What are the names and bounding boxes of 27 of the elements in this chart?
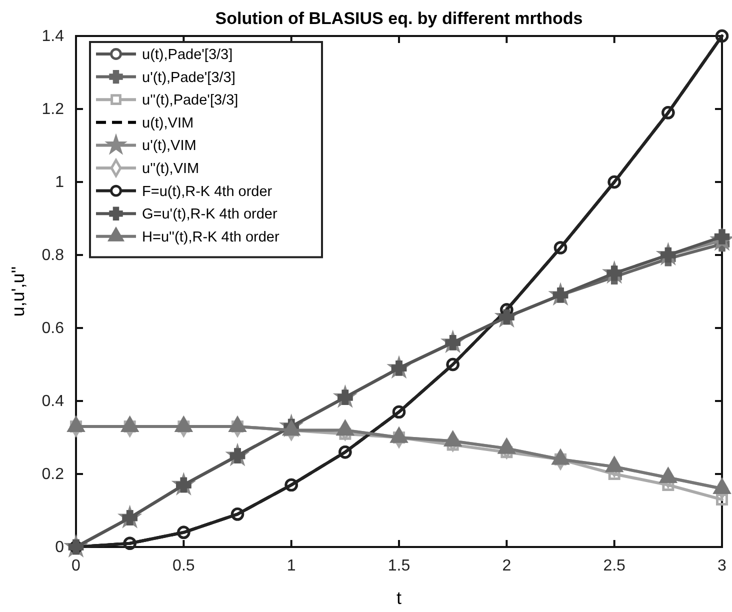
legend-label: u'(t),Pade'[3/3]: [142, 70, 236, 86]
y-tick-label: 1: [55, 174, 64, 192]
x-tick-label: 0: [72, 557, 81, 574]
x-tick-label: 1: [286, 557, 296, 574]
y-tick-label: 0.4: [42, 393, 64, 410]
x-tick-label: 1.5: [388, 557, 410, 574]
x-tick-label: 3: [718, 557, 727, 574]
y-tick-label: 0.2: [42, 466, 64, 484]
x-tick-label: 2.5: [603, 557, 626, 574]
y-tick-label: 0: [55, 539, 64, 556]
y-tick-label: 1.2: [42, 101, 64, 118]
x-tick-label: 2: [502, 557, 512, 574]
x-axis-title: t: [396, 588, 402, 608]
legend-label: u'(t),VIM: [142, 138, 196, 154]
chart-title: Solution of BLASIUS eq. by different mrthods: [215, 9, 583, 28]
legend-label: u''(t),VIM: [142, 161, 200, 177]
legend-label: u(t),Pade'[3/3]: [142, 47, 233, 63]
x-tick-label: 0.5: [172, 557, 195, 574]
y-axis-title: u,u',u'': [8, 266, 28, 317]
y-tick-label: 1.4: [42, 28, 64, 46]
legend-label: H=u''(t),R-K 4th order: [142, 229, 280, 246]
legend-label: u(t),VIM: [142, 115, 194, 132]
legend-label: u''(t),Pade'[3/3]: [142, 92, 238, 109]
y-tick-label: 0.8: [42, 247, 64, 264]
legend-label: F=u(t),R-K 4th order: [142, 184, 272, 200]
y-tick-label: 0.6: [42, 320, 64, 338]
legend-label: G=u'(t),R-K 4th order: [142, 206, 278, 223]
